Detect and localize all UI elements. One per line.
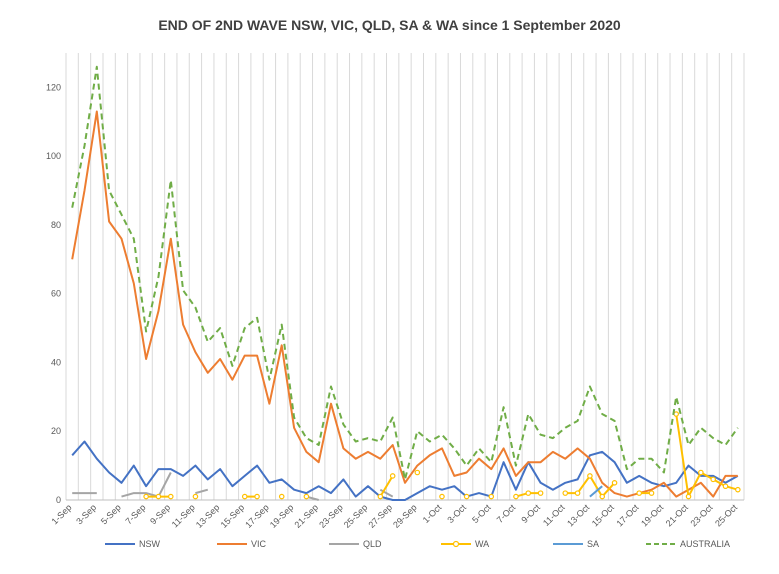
x-tick-label: 7-Oct (495, 502, 518, 525)
data-point (587, 473, 593, 479)
legend: NSW VIC QLD WA SA AUSTRALIA (105, 539, 730, 549)
y-tick-label: 0 (56, 495, 61, 505)
series-line (121, 472, 172, 498)
x-tick-label: 3-Sep (74, 502, 98, 526)
data-point (389, 473, 396, 479)
x-tick-label: 15-Oct (590, 502, 617, 529)
y-tick-label: 40 (51, 357, 61, 367)
data-point (685, 493, 692, 500)
series-nsw (71, 440, 739, 501)
legend-item-wa: WA (441, 539, 489, 549)
legend-item-australia: AUSTRALIA (646, 539, 730, 549)
data-point (636, 490, 643, 496)
y-tick-label: 80 (51, 220, 61, 230)
series-sa (589, 485, 603, 498)
x-tick-label: 17-Oct (614, 502, 641, 529)
data-point (155, 493, 162, 500)
series-wa (143, 411, 741, 500)
legend-item-nsw: NSW (105, 539, 161, 549)
x-tick-label: 9-Sep (148, 502, 172, 526)
data-point (525, 490, 532, 496)
legend-label: NSW (139, 539, 161, 549)
data-point (710, 476, 716, 483)
data-point (278, 493, 285, 500)
series-qld (72, 472, 394, 501)
series-line (589, 485, 603, 498)
series-line (379, 488, 394, 498)
x-tick-label: 13-Oct (565, 502, 592, 529)
y-tick-label: 60 (51, 289, 61, 299)
data-point (599, 493, 606, 500)
legend-label: SA (587, 539, 599, 549)
y-tick-label: 20 (51, 426, 61, 436)
data-point (254, 493, 260, 500)
data-point (562, 490, 569, 496)
data-point (611, 480, 618, 486)
data-point (463, 493, 470, 500)
y-tick-label: 100 (46, 151, 61, 161)
x-tick-label: 1-Oct (421, 502, 444, 525)
x-tick-label: 7-Sep (123, 502, 147, 526)
x-tick-label: 11-Sep (170, 502, 197, 529)
x-tick-label: 27-Sep (366, 502, 394, 530)
legend-label: WA (475, 539, 489, 549)
x-tick-label: 15-Sep (219, 502, 247, 530)
x-tick-label: 19-Sep (268, 502, 296, 530)
x-tick-label: 11-Oct (541, 502, 567, 528)
legend-marker (452, 540, 460, 548)
legend-label: VIC (251, 539, 267, 549)
series-vic (71, 110, 738, 498)
data-point (143, 493, 149, 500)
legend-item-vic: VIC (217, 539, 267, 549)
x-tick-label: 25-Oct (713, 502, 740, 529)
data-point (167, 493, 174, 500)
x-tick-label: 19-Oct (639, 502, 666, 529)
series-line (379, 475, 394, 498)
legend-label: QLD (363, 539, 382, 549)
x-tick-label: 21-Sep (293, 502, 321, 530)
data-point (513, 493, 519, 500)
series-australia (71, 65, 739, 481)
chart-title: END OF 2ND WAVE NSW, VIC, QLD, SA & WA s… (158, 17, 621, 33)
data-point (722, 483, 729, 490)
data-point (414, 469, 421, 476)
x-tick-label: 13-Sep (194, 502, 222, 530)
legend-item-qld: QLD (329, 539, 382, 549)
x-tick-label: 3-Oct (445, 502, 468, 525)
x-tick-label: 29-Sep (391, 502, 419, 530)
series-line (71, 440, 739, 501)
x-tick-label: 21-Oct (664, 502, 691, 529)
data-point (439, 493, 445, 500)
data-point (537, 490, 544, 496)
x-tick-label: 25-Sep (342, 502, 370, 530)
data-point (488, 493, 495, 500)
data-point (377, 493, 384, 500)
x-tick-label: 23-Sep (317, 502, 345, 530)
x-tick-label: 9-Oct (519, 502, 542, 525)
data-point (303, 493, 310, 500)
data-point (735, 486, 741, 493)
x-tick-label: 5-Sep (99, 502, 123, 526)
legend-item-sa: SA (553, 539, 599, 549)
series-line (71, 110, 738, 498)
x-tick-label: 23-Oct (688, 502, 715, 529)
data-point (241, 493, 248, 500)
data-point (648, 490, 655, 496)
y-tick-label: 120 (46, 82, 61, 92)
series-line (195, 488, 209, 495)
data-point (698, 469, 704, 476)
x-tick-label: 1-Sep (50, 502, 74, 526)
legend-label: AUSTRALIA (680, 539, 730, 549)
x-tick-label: 5-Oct (470, 502, 493, 525)
data-point (192, 493, 199, 500)
gridlines (65, 53, 745, 500)
x-tick-label: 17-Sep (243, 502, 271, 530)
series-line (71, 65, 739, 481)
data-point (574, 490, 581, 496)
